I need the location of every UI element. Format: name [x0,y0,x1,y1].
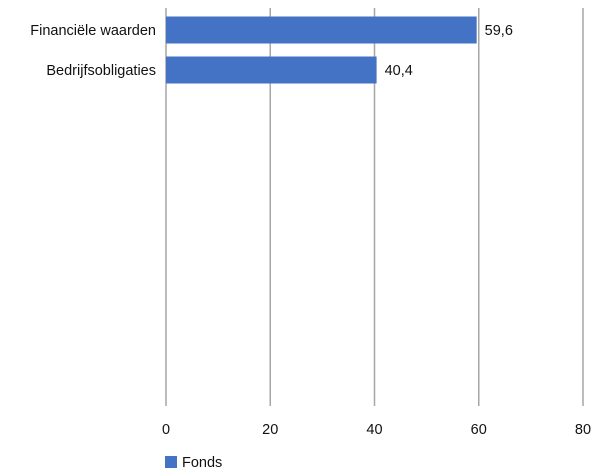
data-label: 40,4 [385,63,413,79]
data-labels: 59,6 40,4 [385,23,513,79]
bar-1 [166,56,377,84]
x-tick-label: 40 [366,422,382,438]
x-tick-label: 80 [575,422,591,438]
legend-swatch-fonds [165,456,177,468]
category-label: Financiële waarden [30,23,156,39]
legend-label-fonds: Fonds [182,455,222,471]
bars [166,16,477,84]
x-tick-label: 60 [471,422,487,438]
category-labels: Financiële waarden Bedrijfsobligaties [30,23,156,79]
x-tick-label: 0 [162,422,170,438]
category-label: Bedrijfsobligaties [46,63,156,79]
x-axis-ticks: 0 20 40 60 80 [162,422,591,438]
legend: Fonds [165,455,222,471]
data-label: 59,6 [485,23,513,39]
x-tick-label: 20 [262,422,278,438]
bar-0 [166,16,477,44]
